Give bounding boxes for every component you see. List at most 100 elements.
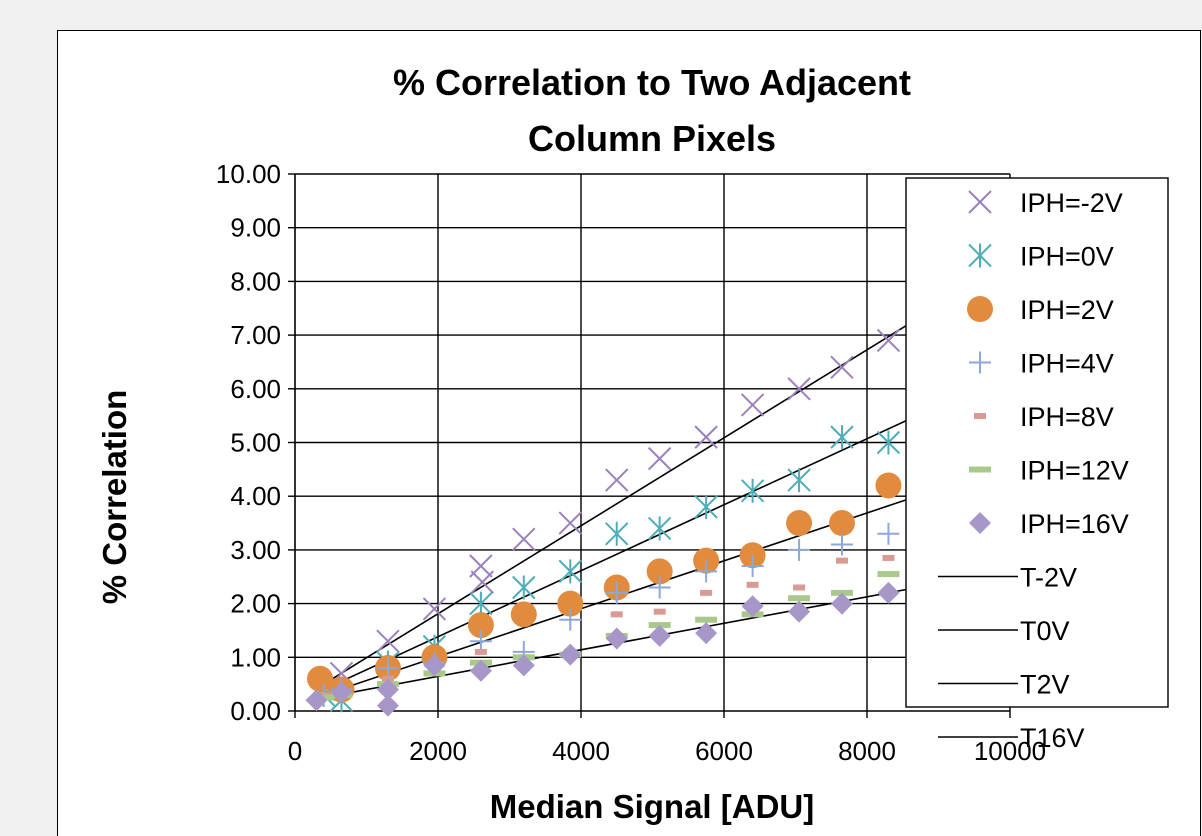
data-point <box>700 589 713 596</box>
legend-marker <box>969 512 991 534</box>
x-tick-label: 2000 <box>409 736 467 766</box>
data-point <box>788 538 811 561</box>
data-point <box>788 600 811 623</box>
legend-label: T0V <box>1020 616 1070 646</box>
y-tick-label: 5.00 <box>230 428 281 458</box>
data-point <box>376 678 399 701</box>
x-tick-label: 6000 <box>695 736 753 766</box>
data-point <box>422 597 447 621</box>
legend-marker <box>968 190 992 214</box>
data-point <box>557 590 584 617</box>
data-point <box>695 616 718 623</box>
data-point <box>877 571 900 578</box>
legend-label: IPH=0V <box>1020 242 1114 272</box>
legend-label: T2V <box>1020 670 1070 700</box>
data-point <box>469 591 493 616</box>
y-tick-label: 1.00 <box>230 642 281 672</box>
data-point <box>558 559 582 584</box>
legend-label: T-2V <box>1020 563 1077 593</box>
data-point <box>740 393 765 417</box>
data-point <box>305 689 328 712</box>
data-point <box>830 355 854 380</box>
data-point <box>695 622 718 645</box>
y-tick-label: 4.00 <box>230 481 281 511</box>
data-point <box>646 558 673 585</box>
data-point <box>307 665 334 692</box>
data-point <box>559 608 582 631</box>
data-point <box>605 468 629 492</box>
legend-marker <box>974 413 986 419</box>
legend-label: IPH=4V <box>1020 349 1114 379</box>
plot-area: 0.00 1.00 2.00 3.00 4.00 5.00 6.00 7.00 8.00 9.00… <box>216 159 1046 766</box>
data-point <box>558 511 582 535</box>
data-point <box>877 522 900 545</box>
x-tick-label: 4000 <box>552 736 610 766</box>
legend-marker <box>968 243 992 268</box>
data-point <box>559 643 582 666</box>
legend-label: IPH=-2V <box>1020 188 1123 218</box>
legend-marker <box>969 466 991 473</box>
data-point <box>510 601 537 628</box>
data-point <box>830 592 853 615</box>
data-point <box>376 629 400 653</box>
y-tick-label: 8.00 <box>230 266 281 296</box>
data-point <box>605 581 628 604</box>
chart-title-line-2: Column Pixels <box>528 118 776 159</box>
y-tick-label: 9.00 <box>230 213 281 243</box>
data-point <box>830 425 854 450</box>
data-point <box>605 521 629 546</box>
data-point <box>330 681 353 704</box>
data-point <box>877 581 900 604</box>
data-point <box>647 446 672 471</box>
trendline <box>323 414 918 691</box>
data-point <box>882 554 895 561</box>
data-point <box>647 516 672 541</box>
data-point <box>376 694 399 717</box>
data-point <box>512 527 536 551</box>
data-point <box>512 654 535 677</box>
y-tick-label: 7.00 <box>230 320 281 350</box>
data-point <box>469 659 492 682</box>
x-axis-label: Median Signal [ADU] <box>490 788 815 825</box>
data-point <box>741 595 764 618</box>
data-point <box>793 584 806 591</box>
data-point <box>694 425 718 449</box>
data-point <box>695 560 718 583</box>
legend-box <box>905 177 1169 708</box>
trendline <box>323 318 918 685</box>
data-point <box>788 595 811 602</box>
data-point <box>376 657 399 680</box>
data-point <box>605 627 628 650</box>
chart-title-line-1: % Correlation to Two Adjacent <box>393 62 911 103</box>
data-point <box>835 557 848 564</box>
legend-label: T16V <box>1020 723 1085 753</box>
data-point <box>787 468 811 493</box>
data-point <box>467 612 494 639</box>
data-point <box>423 654 446 677</box>
data-point <box>512 575 536 600</box>
legend: IPH=-2V IPH=0V IPH=2V IPH=4V IPH=8V IPH=12V IP… <box>905 177 1169 753</box>
data-point <box>875 472 902 499</box>
data-point <box>787 377 811 401</box>
data-point <box>474 648 487 655</box>
data-point <box>876 328 901 353</box>
legend-label: IPH=16V <box>1020 509 1129 539</box>
legend-label: IPH=8V <box>1020 402 1114 432</box>
legend-label: IPH=12V <box>1020 456 1129 486</box>
data-point <box>786 510 813 537</box>
data-point <box>610 611 623 618</box>
chart-title: % Correlation to Two Adjacent Column Pix… <box>393 62 911 159</box>
x-tick-label: 0 <box>288 736 302 766</box>
data-point <box>830 533 853 556</box>
legend-label: IPH=2V <box>1020 295 1114 325</box>
data-point <box>648 576 671 599</box>
data-point <box>828 510 855 537</box>
y-tick-label: 0.00 <box>230 696 281 726</box>
x-tick-label: 8000 <box>838 736 896 766</box>
data-point <box>470 570 495 594</box>
y-tick-label: 3.00 <box>230 535 281 565</box>
legend-marker <box>967 296 993 322</box>
data-point <box>876 430 901 455</box>
y-tick-label: 10.00 <box>216 159 281 189</box>
